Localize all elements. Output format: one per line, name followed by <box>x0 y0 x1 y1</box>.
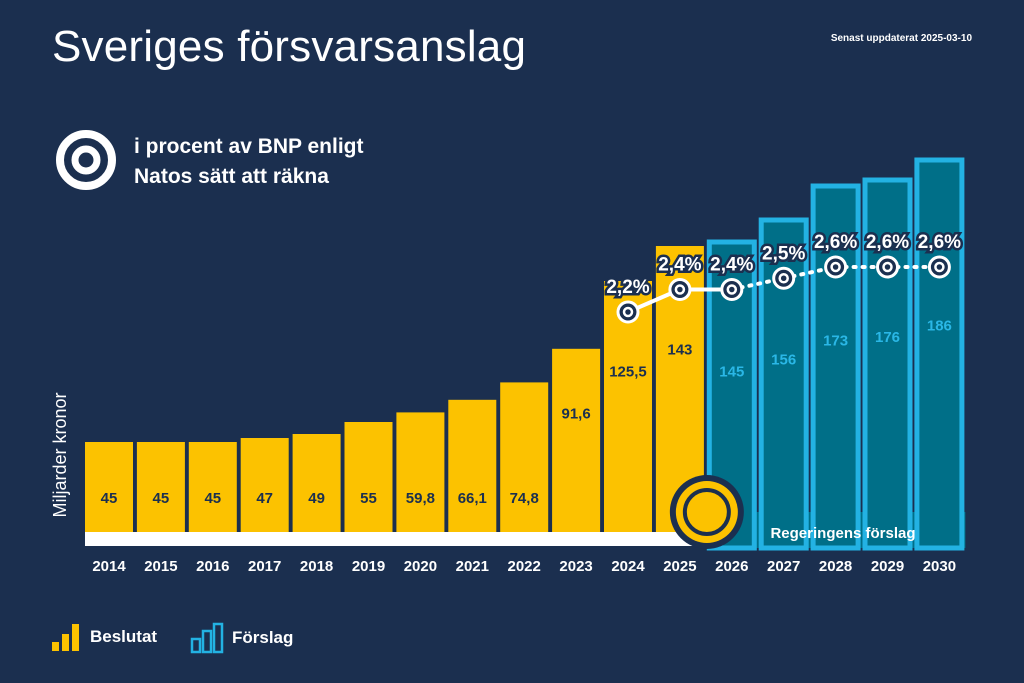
bar-2029 <box>862 177 913 551</box>
legend-decided: Beslutat <box>50 622 157 652</box>
bar-2021 <box>448 399 497 532</box>
gdp-label: 2,6% <box>866 232 909 253</box>
gdp-point <box>668 278 692 301</box>
gdp-point <box>616 300 640 324</box>
gdp-label: 2,5% <box>762 243 805 264</box>
gdp-point-inner <box>622 306 634 318</box>
x-tick-label: 2024 <box>611 558 645 575</box>
bar-value-label: 143 <box>667 342 692 359</box>
legend-proposed: Förslag <box>190 622 293 654</box>
gdp-point <box>927 255 951 279</box>
gdp-point-inner <box>882 261 893 273</box>
gdp-point-inner <box>726 284 738 295</box>
x-tick-label: 2022 <box>508 558 541 575</box>
bar-2014 <box>85 442 133 532</box>
bar-value-label: 47 <box>256 490 273 507</box>
bar-2016 <box>188 442 237 532</box>
legend-proposed-label: Förslag <box>232 628 294 647</box>
bar-2017 <box>240 438 289 532</box>
gdp-label: 2,4% <box>658 255 701 276</box>
x-tick-label: 2023 <box>559 558 592 575</box>
gdp-label: 2,6% <box>918 232 961 253</box>
x-tick-label: 2030 <box>923 558 956 575</box>
bar-value-label: 125,5 <box>609 363 647 380</box>
x-tick-label: 2016 <box>196 558 229 575</box>
bar-value-label: 186 <box>927 318 952 335</box>
bar-2022 <box>500 382 549 532</box>
target-icon <box>56 130 116 190</box>
gdp-point <box>824 255 848 279</box>
x-tick-label: 2021 <box>456 558 489 575</box>
bar-chart-decided-icon <box>52 624 79 651</box>
bar-2027 <box>758 217 809 551</box>
gdp-point-inner <box>934 261 945 273</box>
bar-value-label: 59,8 <box>406 490 435 507</box>
bar-2030 <box>914 157 965 551</box>
x-tick-label: 2019 <box>352 558 385 575</box>
x-tick-label: 2029 <box>871 558 904 575</box>
bar-value-label: 45 <box>101 490 118 507</box>
updated-date: Senast uppdaterat 2025-03-10 <box>830 33 972 44</box>
gdp-label: 2,6% <box>814 232 857 253</box>
bar-value-label: 145 <box>719 364 744 381</box>
bar-value-label: 55 <box>360 490 377 507</box>
gdp-label: 2,2% <box>606 277 649 298</box>
gdp-label: 2,4% <box>710 255 753 276</box>
bar-2028 <box>810 183 861 551</box>
y-axis-label: Miljarder kronor <box>50 392 70 517</box>
gdp-point-inner <box>830 261 841 273</box>
subtitle-line-1: i procent av BNP enligt <box>134 135 364 158</box>
baseline <box>85 532 705 546</box>
bar-chart-proposed-icon <box>190 622 224 654</box>
x-tick-label: 2018 <box>300 558 333 575</box>
bar-value-label: 45 <box>153 490 170 507</box>
chart-title: Sveriges försvarsanslag <box>52 22 527 71</box>
bar-2015 <box>136 442 185 532</box>
x-tick-label: 2025 <box>663 558 696 575</box>
bar-value-label: 49 <box>308 490 325 507</box>
x-tick-label: 2014 <box>92 558 126 575</box>
gdp-point <box>772 266 796 290</box>
bar-2020 <box>396 412 445 532</box>
subtitle: i procent av BNP enligt Natos sätt att r… <box>134 132 364 192</box>
bar-value-label: 156 <box>771 351 796 368</box>
bar-value-label: 74,8 <box>510 490 539 507</box>
bar-2018 <box>292 434 341 532</box>
x-tick-label: 2026 <box>715 558 748 575</box>
bar-value-label: 176 <box>875 329 900 346</box>
x-tick-label: 2028 <box>819 558 852 575</box>
coin-icon-ring <box>682 488 731 536</box>
bar-chart: 45 2014 45 2015 45 2016 47 2017 49 2018 55 2019 59,8… <box>50 157 966 575</box>
gdp-point-inner <box>778 273 789 284</box>
bar-value-label: 66,1 <box>458 490 487 507</box>
bar-value-label: 173 <box>823 332 848 349</box>
legend-decided-label: Beslutat <box>90 627 158 646</box>
bar-2019 <box>344 422 393 532</box>
x-tick-label: 2015 <box>144 558 177 575</box>
bar-value-label: 45 <box>204 490 221 507</box>
bar-2023 <box>552 348 601 532</box>
gdp-point-inner <box>674 284 686 295</box>
gdp-point <box>876 255 899 279</box>
gdp-point <box>720 278 744 301</box>
bar-value-label: 91,6 <box>561 405 590 422</box>
forecast-label: Regeringens förslag <box>770 525 915 542</box>
x-tick-label: 2027 <box>767 558 800 575</box>
x-tick-label: 2020 <box>404 558 437 575</box>
x-tick-label: 2017 <box>248 558 281 575</box>
subtitle-line-2: Natos sätt att räkna <box>134 165 329 188</box>
